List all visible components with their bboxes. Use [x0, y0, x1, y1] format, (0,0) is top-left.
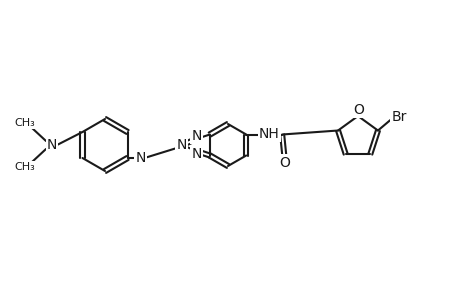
Text: CH₃: CH₃ [15, 118, 35, 128]
Text: N: N [191, 129, 202, 143]
Text: CH₃: CH₃ [15, 162, 35, 172]
Text: N: N [47, 138, 57, 152]
Text: N: N [191, 147, 202, 161]
Text: O: O [353, 103, 364, 117]
Text: N: N [135, 151, 146, 165]
Text: NH: NH [258, 127, 279, 140]
Text: Br: Br [391, 110, 406, 124]
Text: N: N [176, 138, 186, 152]
Text: O: O [279, 155, 290, 170]
